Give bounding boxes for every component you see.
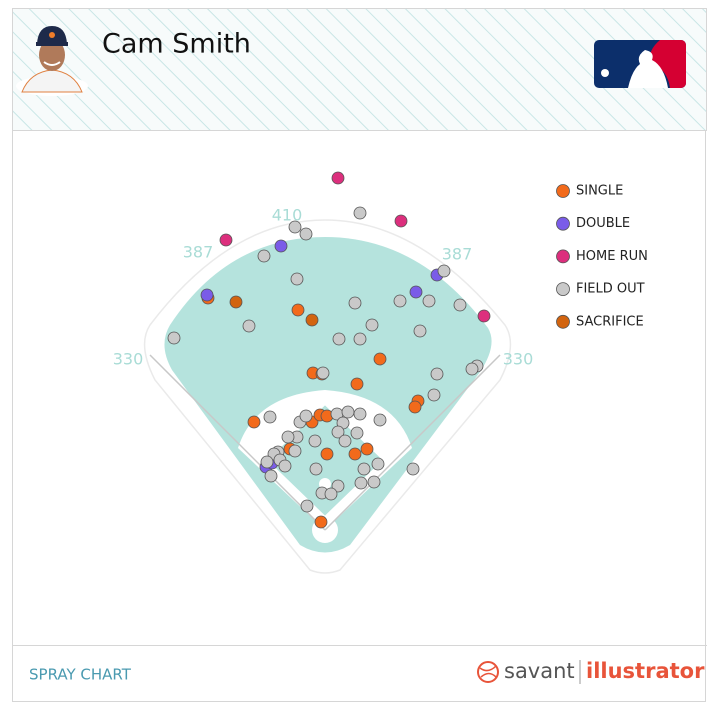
hit-dot	[300, 499, 314, 513]
hit-dot	[331, 479, 345, 493]
legend-label: FIELD OUT	[576, 282, 645, 297]
legend-label: SACRIFICE	[576, 314, 644, 329]
hit-dot	[200, 288, 214, 302]
hit-dot	[229, 295, 243, 309]
hit-dot	[373, 352, 387, 366]
fence-distance: 387	[183, 243, 214, 262]
hit-dot	[341, 405, 355, 419]
hit-dot	[350, 377, 364, 391]
hit-dot	[305, 313, 319, 327]
hit-dot	[357, 462, 371, 476]
mlb-logo	[594, 40, 686, 88]
savant-logo: savant illustrator	[477, 659, 705, 684]
hit-dot	[299, 409, 313, 423]
hit-dot	[348, 447, 362, 461]
legend-swatch	[556, 282, 570, 297]
hit-dot	[281, 430, 295, 444]
hit-dot	[247, 415, 261, 429]
legend-swatch	[556, 216, 570, 231]
legend-swatch	[556, 184, 570, 198]
hit-dot	[257, 249, 271, 263]
hit-dot	[353, 332, 367, 346]
hit-dot	[309, 462, 323, 476]
hit-dot	[394, 214, 408, 228]
player-photo	[16, 26, 88, 96]
hit-dot	[409, 285, 423, 299]
hit-dot	[406, 462, 420, 476]
hit-dot	[288, 444, 302, 458]
fence-distance: 330	[503, 350, 534, 369]
hit-dot	[367, 475, 381, 489]
brand-right: illustrator	[586, 659, 705, 683]
brand-left: savant	[504, 659, 575, 683]
legend-swatch	[556, 314, 570, 329]
hit-dot	[393, 294, 407, 308]
hit-dot	[453, 298, 467, 312]
hit-dot	[167, 331, 181, 345]
hit-dot	[260, 455, 274, 469]
hit-dot	[430, 367, 444, 381]
hit-dot	[264, 469, 278, 483]
hit-dot	[350, 426, 364, 440]
hit-dot	[373, 413, 387, 427]
hit-dot	[437, 264, 451, 278]
hit-dot	[314, 515, 328, 529]
fence-distance: 387	[442, 245, 473, 264]
hit-dot	[331, 171, 345, 185]
footer-label: SPRAY CHART	[29, 666, 132, 684]
legend-label: DOUBLE	[576, 216, 630, 231]
hit-dot	[331, 425, 345, 439]
hit-dot	[353, 407, 367, 421]
field	[143, 219, 512, 574]
hit-dot	[278, 459, 292, 473]
hit-dot	[465, 362, 479, 376]
hit-dot	[354, 476, 368, 490]
hit-dot	[360, 442, 374, 456]
hit-dot	[332, 332, 346, 346]
hit-dot	[308, 434, 322, 448]
legend-label: SINGLE	[576, 184, 623, 199]
hit-dot	[288, 220, 302, 234]
player-name: Cam Smith	[102, 29, 251, 60]
hit-dot	[320, 447, 334, 461]
hit-dot	[413, 324, 427, 338]
hit-dot	[263, 410, 277, 424]
hit-dot	[365, 318, 379, 332]
hit-dot	[477, 309, 491, 323]
fence-distance: 410	[272, 206, 303, 225]
hit-dot	[422, 294, 436, 308]
fence-distance: 330	[113, 350, 144, 369]
hit-dot	[427, 388, 441, 402]
hit-dot	[291, 303, 305, 317]
hit-dot	[348, 296, 362, 310]
hit-dot	[353, 206, 367, 220]
hit-dot	[316, 366, 330, 380]
hit-dot	[338, 434, 352, 448]
hit-dot	[408, 400, 422, 414]
hit-dot	[324, 487, 338, 501]
legend-label: HOME RUN	[576, 249, 648, 264]
header-band	[12, 8, 707, 131]
legend-swatch	[556, 249, 570, 264]
hit-dot	[219, 233, 233, 247]
hit-dot	[299, 227, 313, 241]
hit-dot	[371, 457, 385, 471]
hit-dot	[242, 319, 256, 333]
hit-dot	[274, 239, 288, 253]
hit-dot	[290, 272, 304, 286]
